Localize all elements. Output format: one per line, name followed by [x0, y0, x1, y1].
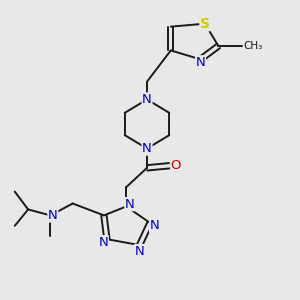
- Text: N: N: [142, 93, 152, 106]
- Text: S: S: [200, 17, 210, 31]
- Text: N: N: [135, 244, 145, 258]
- Text: N: N: [48, 209, 58, 222]
- Text: N: N: [142, 142, 152, 155]
- Text: O: O: [171, 159, 181, 172]
- Text: N: N: [125, 198, 135, 211]
- Text: CH₃: CH₃: [244, 41, 263, 51]
- Text: N: N: [98, 236, 108, 249]
- Text: N: N: [150, 219, 159, 232]
- Text: N: N: [196, 56, 206, 69]
